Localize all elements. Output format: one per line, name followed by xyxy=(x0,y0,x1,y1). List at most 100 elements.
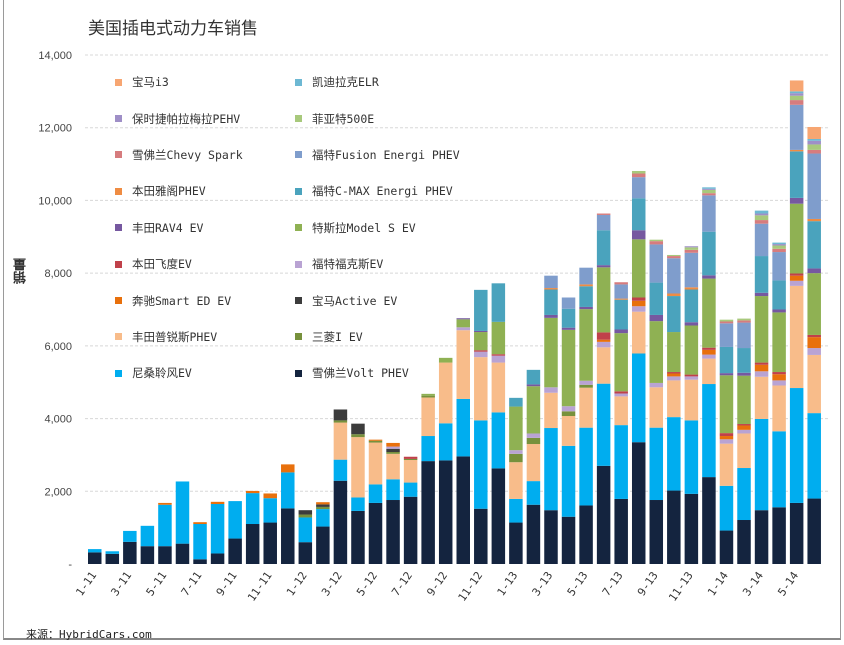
bar-segment xyxy=(368,439,383,441)
bar-segment xyxy=(561,406,576,412)
legend-item: 福特福克斯EV xyxy=(295,246,475,282)
bar-segment xyxy=(298,514,313,518)
x-tick-label: 11-11 xyxy=(245,569,275,604)
bar-segment xyxy=(509,406,523,451)
legend-item: 奔驰Smart ED EV xyxy=(115,282,295,318)
bar-segment xyxy=(456,327,470,331)
bar-segment xyxy=(807,354,821,414)
bar-4-14 xyxy=(772,242,786,564)
bar-segment xyxy=(368,502,383,564)
y-tick-label: - xyxy=(68,559,72,571)
bar-segment xyxy=(684,379,699,421)
bar-segment xyxy=(754,223,769,257)
bar-segment xyxy=(702,231,716,276)
bar-segment xyxy=(737,425,751,430)
bar-segment xyxy=(649,387,664,428)
y-tick-label: 6,000 xyxy=(44,341,72,353)
legend-swatch-icon xyxy=(295,224,302,232)
legend-swatch-icon xyxy=(295,297,302,305)
bar-segment xyxy=(754,220,769,224)
bar-11-12 xyxy=(474,289,488,564)
bar-segment xyxy=(210,501,225,505)
bar-segment xyxy=(456,456,470,564)
bar-segment xyxy=(491,283,506,322)
bar-segment xyxy=(596,465,611,564)
x-tick-label: 1-14 xyxy=(705,569,731,598)
bar-1-12 xyxy=(298,510,313,564)
bar-segment xyxy=(561,329,576,407)
legend-swatch-icon xyxy=(295,115,302,123)
bar-segment xyxy=(281,472,295,509)
bar-segment xyxy=(596,214,611,231)
bar-segment xyxy=(544,289,558,315)
bar-segment xyxy=(649,321,664,383)
legend-label: 宝马Active EV xyxy=(312,293,398,308)
bar-segment xyxy=(281,508,295,564)
bar-segment xyxy=(491,412,506,469)
bar-segment xyxy=(474,289,488,331)
bar-3-11 xyxy=(123,530,137,564)
bar-segment xyxy=(245,524,260,564)
bar-segment xyxy=(702,188,716,190)
bar-segment xyxy=(474,351,488,358)
bar-segment xyxy=(737,433,751,469)
legend-item: 三菱I EV xyxy=(295,319,475,355)
bar-2-14 xyxy=(737,318,751,564)
bar-segment xyxy=(737,520,751,564)
bar-segment xyxy=(702,384,716,478)
legend-swatch-icon xyxy=(115,115,122,123)
y-tick-label: 10,000 xyxy=(38,195,72,207)
x-tick-label: 5-13 xyxy=(565,569,591,598)
bar-segment xyxy=(772,312,786,373)
bar-segment xyxy=(754,256,769,293)
bar-segment xyxy=(684,325,699,375)
bar-segment xyxy=(807,273,821,335)
legend-item: 本田雅阁PHEV xyxy=(115,173,295,209)
bar-segment xyxy=(561,297,576,309)
bars xyxy=(88,80,821,564)
legend-swatch-icon xyxy=(115,333,122,341)
legend-label: 奔驰Smart ED EV xyxy=(132,293,232,308)
bar-segment xyxy=(631,170,646,174)
legend-item: 丰田RAV4 EV xyxy=(115,210,295,246)
bar-segment xyxy=(596,265,611,268)
bar-segment xyxy=(526,437,541,445)
bar-segment xyxy=(438,423,453,461)
bar-segment xyxy=(351,434,365,438)
legend-item: 福特Fusion Energi PHEV xyxy=(295,137,475,173)
bar-6-14 xyxy=(807,126,821,564)
bar-segment xyxy=(403,496,418,564)
x-tick-label: 9-13 xyxy=(635,569,661,598)
bar-segment xyxy=(544,392,558,429)
bar-segment xyxy=(684,322,699,326)
bar-segment xyxy=(754,371,769,377)
bar-segment xyxy=(456,319,470,328)
legend-swatch-icon xyxy=(295,260,302,268)
bar-segment xyxy=(719,443,734,486)
bar-segment xyxy=(509,397,523,407)
bar-segment xyxy=(684,252,699,288)
bar-segment xyxy=(386,446,400,449)
bar-1-14 xyxy=(719,319,734,564)
bar-segment xyxy=(772,244,786,246)
bar-segment xyxy=(737,372,751,376)
bar-segment xyxy=(631,173,646,178)
bar-segment xyxy=(772,252,786,281)
bar-segment xyxy=(245,490,260,494)
legend-label: 丰田RAV4 EV xyxy=(132,220,204,235)
bar-segment xyxy=(474,350,488,352)
bar-segment xyxy=(175,481,190,544)
bar-segment xyxy=(789,197,804,204)
bar-segment xyxy=(333,459,348,481)
bar-segment xyxy=(702,347,716,350)
bar-segment xyxy=(702,195,716,232)
legend-swatch-icon xyxy=(295,333,302,341)
bar-segment xyxy=(526,504,541,564)
bar-segment xyxy=(772,385,786,432)
bar-segment xyxy=(386,442,400,447)
bar-segment xyxy=(596,339,611,342)
bar-segment xyxy=(544,288,558,290)
bar-segment xyxy=(579,267,593,285)
bar-segment xyxy=(158,546,172,564)
bar-segment xyxy=(807,221,821,269)
